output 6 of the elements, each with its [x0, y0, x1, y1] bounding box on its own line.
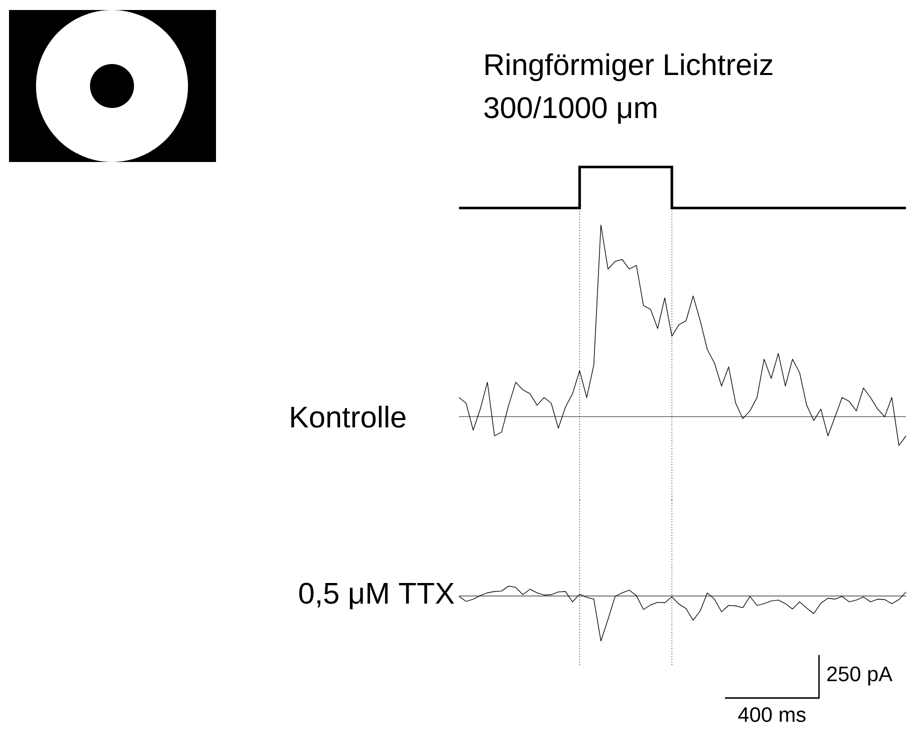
chart-title: Ringförmiger Lichtreiz [486, 53, 772, 82]
chart-subtitle: 300/1000 μm [484, 96, 656, 124]
text: 400 ms [738, 707, 806, 722]
series-label: Kontrolle [291, 406, 406, 428]
series-label: 0,5 μM TTX [299, 582, 454, 610]
text: 250 pA [827, 666, 892, 686]
